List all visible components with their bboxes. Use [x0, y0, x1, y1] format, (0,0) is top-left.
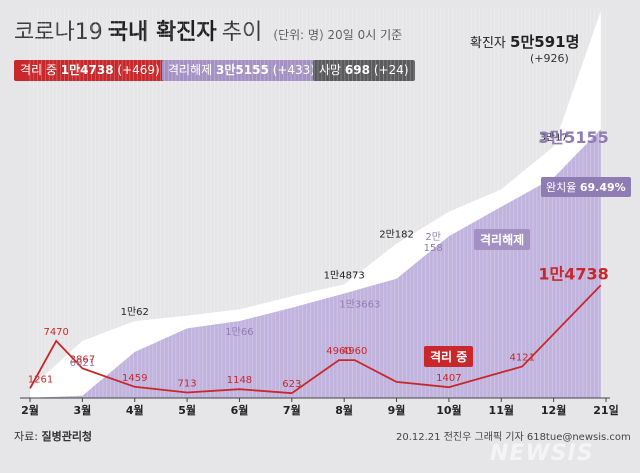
data-label-line: 1만4873: [324, 269, 365, 281]
data-label: 1만66: [225, 326, 253, 338]
badge-isolation-delta: (+469): [117, 63, 160, 77]
data-label: 1148: [227, 375, 252, 386]
x-tick-label: 9월: [388, 403, 406, 417]
data-label-line: 4960: [326, 346, 351, 357]
x-tick-label: 4월: [126, 403, 144, 417]
source-name: 질병관리청: [41, 430, 93, 443]
data-label: 3만5155: [538, 128, 608, 147]
data-label-line: 623: [282, 379, 301, 390]
badge-deaths-value: 698: [344, 63, 370, 77]
data-label: 1만4738: [538, 264, 608, 283]
confirmed-value: 5만591명: [510, 33, 580, 51]
data-label: 1407: [436, 373, 461, 384]
data-label-line: 1459: [122, 373, 147, 384]
release-callout: 격리해제: [474, 229, 531, 250]
x-tick-label: 2월: [21, 403, 39, 417]
data-label-line: 713: [178, 379, 197, 390]
title-bold: 국내 확진자: [107, 20, 217, 45]
data-label-line: 1만62: [121, 306, 149, 318]
confirmed-label: 확진자: [470, 36, 506, 51]
data-label: 6021: [70, 358, 95, 369]
data-label-line: 3만5155: [538, 128, 608, 147]
isolation-line: [29, 284, 602, 395]
data-label-line: 3만17: [539, 132, 567, 144]
recovery-rate-value: 69.49%: [579, 181, 626, 194]
data-label: 2만182: [379, 229, 414, 241]
x-tick-label: 7월: [283, 403, 301, 417]
data-label: 713: [178, 379, 197, 390]
x-tick-label: 3월: [73, 403, 91, 417]
badge-deaths-label: 사망: [319, 63, 342, 77]
badge-deaths: 사망 698 (+24): [313, 60, 415, 81]
x-tick-label: 21일: [593, 403, 618, 417]
data-label: 1만3663: [339, 299, 380, 311]
badge-released-value: 3만5155: [216, 63, 269, 77]
recovery-rate-label: 완치율: [546, 181, 577, 194]
title-unit: (단위: 명) 20일 0시 기준: [273, 28, 403, 42]
data-label-line: 1만66: [225, 326, 253, 338]
data-label-line: 1407: [436, 373, 461, 384]
x-tick-label: 5월: [178, 403, 196, 417]
badge-isolation-value: 1만4738: [60, 63, 114, 77]
data-label: 4121: [509, 352, 534, 363]
data-label-line: 3867: [70, 354, 95, 365]
data-label-line: 2만182: [379, 229, 414, 241]
chart-title: 코로나19 국내 확진자 추이 (단위: 명) 20일 0시 기준: [14, 14, 402, 46]
confirmed-delta: (+926): [530, 52, 569, 65]
data-label: 1만62: [121, 306, 149, 318]
source-prefix: 자료:: [14, 430, 38, 443]
data-label-line: 1261: [28, 374, 53, 385]
data-label: 2만 158: [424, 231, 443, 254]
data-label: 7470: [43, 327, 68, 338]
isolation-callout: 격리 중: [424, 346, 474, 367]
data-label-line: 158: [424, 243, 443, 254]
data-label: 623: [282, 379, 301, 390]
data-label-line: 6021: [70, 358, 95, 369]
data-label: 4960: [342, 346, 367, 357]
x-tick-label: 10월: [436, 403, 461, 417]
badge-isolation-label: 격리 중: [20, 63, 57, 77]
data-label-line: 2만: [425, 231, 441, 243]
data-label-line: 1만3663: [339, 299, 380, 311]
badge-isolation: 격리 중 1만4738 (+469): [14, 60, 166, 81]
released-area: [30, 129, 601, 398]
newsis-watermark: NEWSIS: [490, 441, 594, 466]
data-label: 1459: [122, 373, 147, 384]
badge-deaths-delta: (+24): [373, 63, 409, 77]
data-label: 4960: [326, 346, 351, 357]
data-label-line: 1148: [227, 375, 252, 386]
source-note: 자료: 질병관리청: [14, 428, 92, 444]
confirmed-total: 확진자 5만591명: [470, 31, 579, 52]
badge-released-delta: (+433): [272, 63, 315, 77]
recovery-rate-callout: 완치율 69.49%: [541, 177, 631, 197]
data-label-line: 1만4738: [538, 264, 608, 283]
data-label: 1261: [28, 374, 53, 385]
title-suffix: 추이: [221, 20, 263, 45]
x-tick-label: 6월: [231, 403, 249, 417]
credit-line: 20.12.21 전진우 그래픽 기자 618tue@newsis.com: [396, 432, 631, 443]
title-prefix: 코로나19: [14, 20, 103, 45]
x-tick-label: 11월: [489, 403, 514, 417]
data-label: 3867: [70, 354, 95, 365]
data-label-line: 4960: [342, 346, 367, 357]
data-label-line: 7470: [43, 327, 68, 338]
x-tick-label: 12월: [541, 403, 566, 417]
data-label: 3만17: [539, 132, 567, 144]
x-tick-label: 8월: [335, 403, 353, 417]
badge-released-label: 격리해제: [168, 63, 213, 77]
data-label: 1만4873: [324, 269, 365, 281]
badge-released: 격리해제 3만5155 (+433): [162, 60, 321, 81]
data-label-line: 4121: [509, 352, 534, 363]
